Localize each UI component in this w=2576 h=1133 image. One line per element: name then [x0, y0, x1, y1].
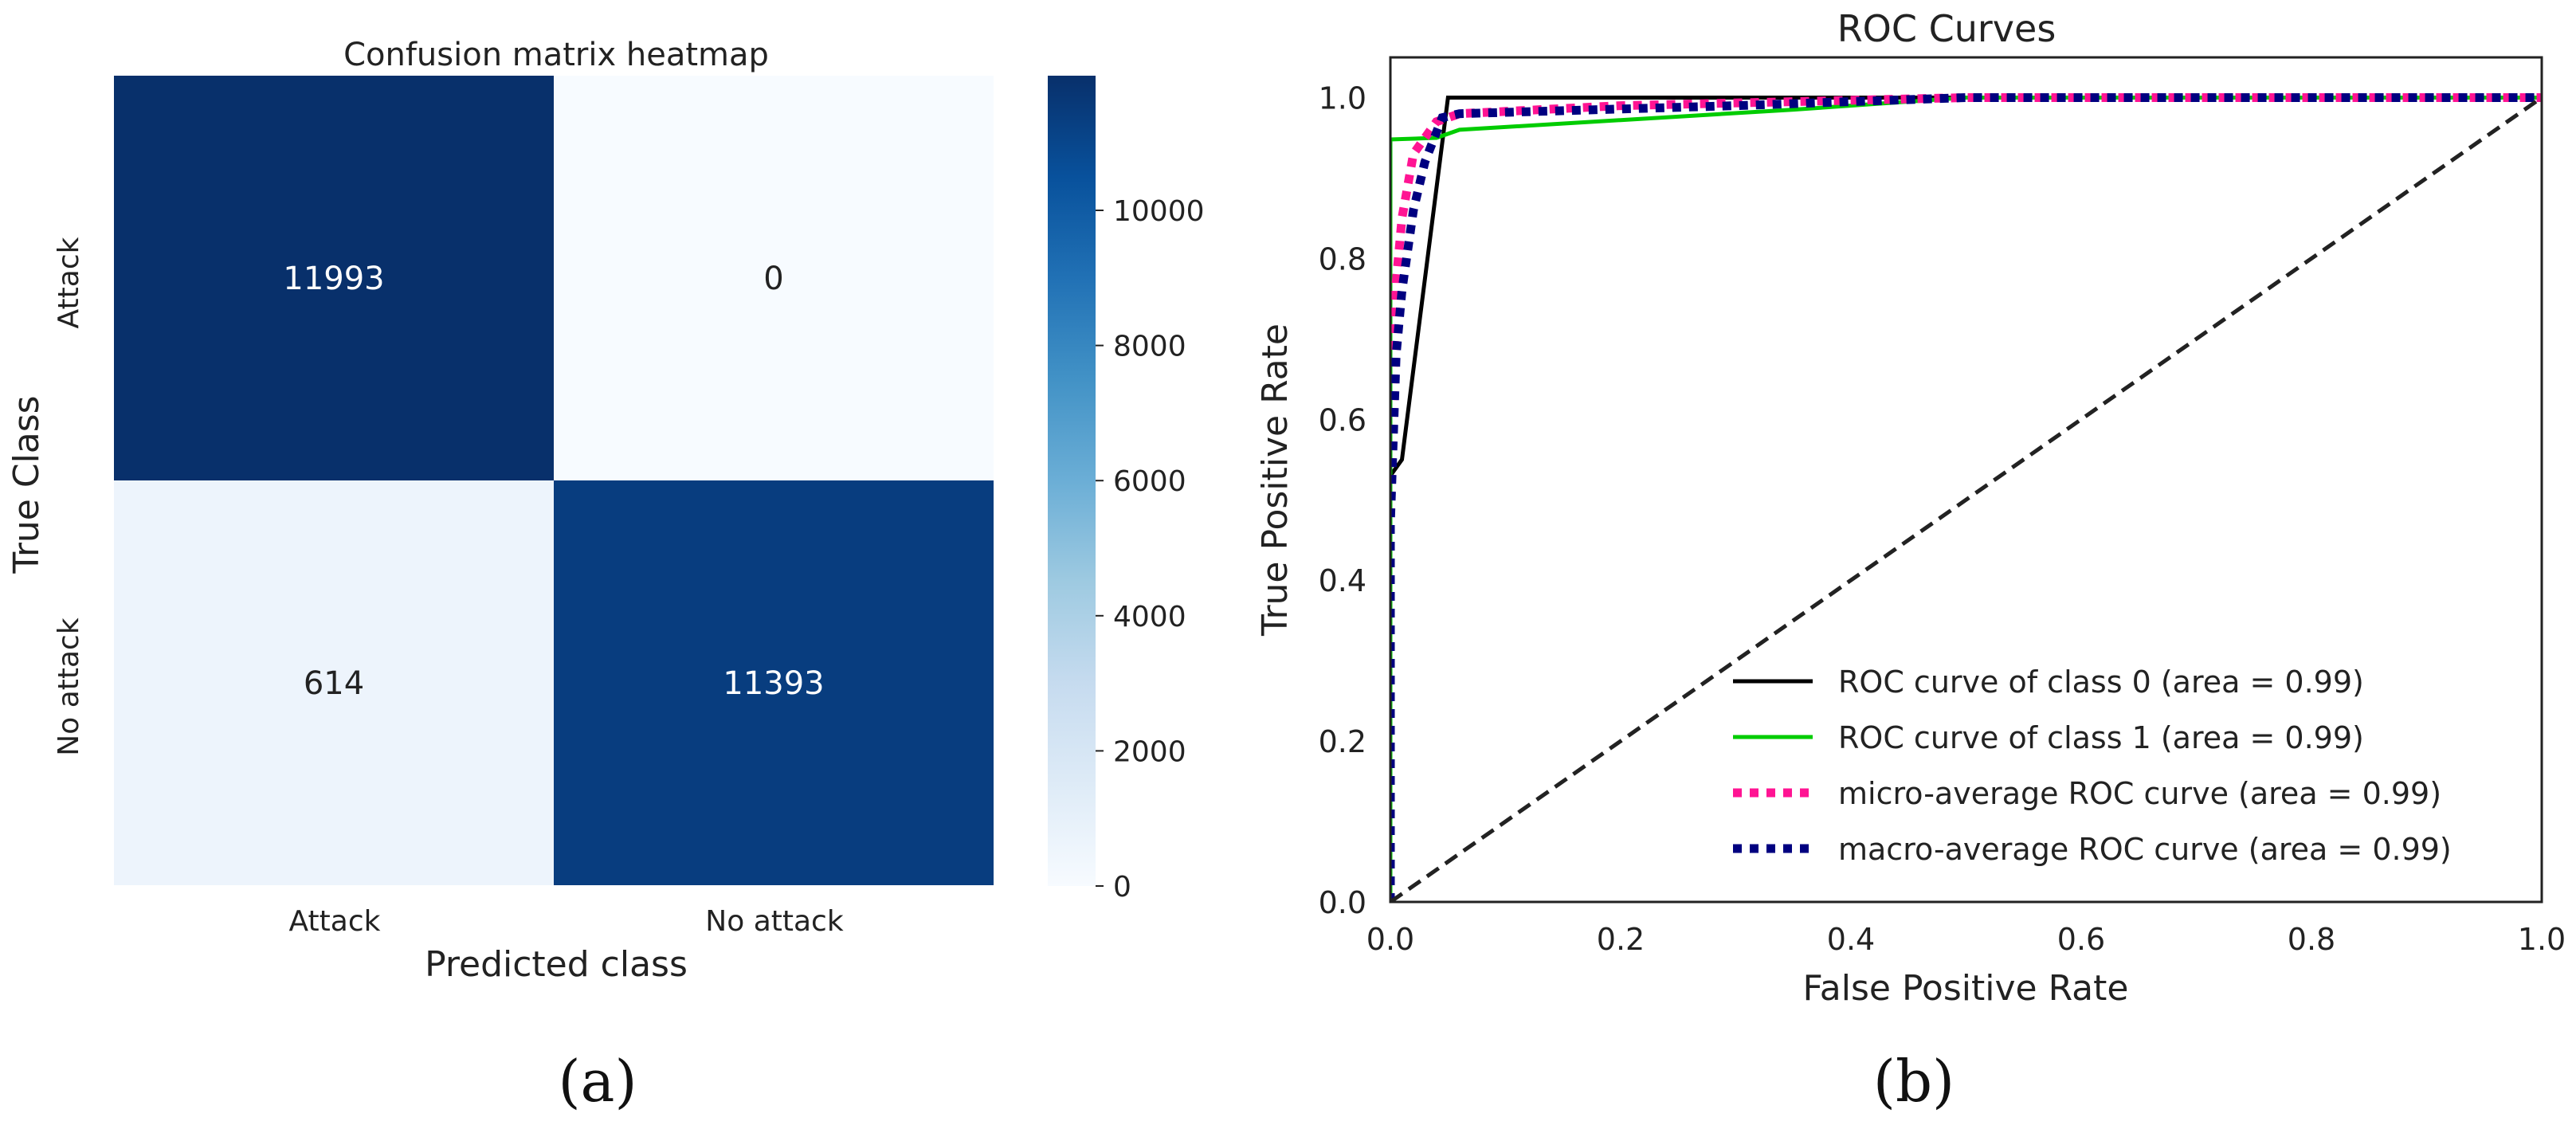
- colorbar-tick-label: 2000: [1113, 735, 1186, 768]
- heatmap-cell-label: 11393: [723, 665, 824, 702]
- roc-xtick-label: 0.0: [1366, 922, 1414, 957]
- panel-label-a: (a): [558, 1048, 637, 1115]
- heatmap-xlabel: Predicted class: [425, 944, 688, 985]
- legend-label: ROC curve of class 0 (area = 0.99): [1838, 665, 2364, 700]
- roc-ytick-label: 0.8: [1319, 241, 1366, 276]
- heatmap-cell-label: 11993: [283, 261, 384, 297]
- heatmap-xtick-no-attack: No attack: [705, 905, 844, 938]
- roc-plot-frame: [1389, 56, 2543, 904]
- roc-series-line-3: [1390, 93, 2542, 902]
- legend-label: ROC curve of class 1 (area = 0.99): [1838, 720, 2364, 755]
- roc-xtick-label: 0.6: [2057, 922, 2105, 957]
- roc-lines: [1390, 93, 2542, 902]
- heatmap-ytick-no-attack: No attack: [53, 617, 85, 756]
- roc-xtick-label: 0.2: [1597, 922, 1645, 957]
- heatmap-xtick-attack: Attack: [289, 905, 381, 938]
- colorbar-tick-label: 4000: [1113, 601, 1186, 633]
- legend-label: micro-average ROC curve (area = 0.99): [1838, 776, 2441, 811]
- legend-label: macro-average ROC curve (area = 0.99): [1838, 832, 2452, 867]
- roc-panel: ROC Curves 0.0 0.2 0.4 0.6 0.8 1.00.00.20.40.…: [1255, 7, 2566, 1115]
- colorbar: [1048, 76, 1096, 886]
- colorbar-tick-label: 8000: [1113, 331, 1186, 363]
- heatmap-cells: 11993 0 614 11393: [114, 76, 994, 885]
- heatmap-title: Confusion matrix heatmap: [343, 37, 769, 73]
- roc-ytick-label: 1.0: [1319, 80, 1366, 116]
- heatmap-cell: [554, 76, 994, 480]
- colorbar-tick-label: 0: [1113, 871, 1131, 904]
- colorbar-ticks: 0 2000 4000 6000 8000 10000: [1096, 195, 1205, 904]
- roc-series-line-4: [1390, 96, 2542, 902]
- roc-ytick-label: 0.2: [1319, 724, 1366, 759]
- heatmap-cell-label: 614: [304, 665, 364, 702]
- colorbar-tick-label: 6000: [1113, 465, 1186, 498]
- roc-xtick-label: 0.4: [1827, 922, 1875, 957]
- roc-legend: ROC curve of class 0 (area = 0.99) ROC cu…: [1733, 665, 2452, 867]
- roc-ylabel: True Positive Rate: [1255, 323, 1296, 637]
- heatmap-cell-label: 0: [763, 261, 783, 297]
- roc-xtick-label: 0.8: [2288, 922, 2335, 957]
- roc-ytick-label: 0.6: [1319, 402, 1366, 437]
- roc-ytick-label: 0.0: [1319, 885, 1366, 920]
- heatmap-cell: [114, 480, 554, 885]
- roc-xtick-label: 1.0: [2518, 922, 2566, 957]
- heatmap-ylabel: True Class: [6, 395, 47, 574]
- roc-series-line-0: [1390, 96, 2542, 902]
- colorbar-tick-label: 10000: [1113, 195, 1205, 228]
- panel-label-b: (b): [1873, 1048, 1955, 1115]
- heatmap-ytick-attack: Attack: [53, 237, 85, 328]
- roc-title: ROC Curves: [1837, 7, 2056, 50]
- roc-xlabel: False Positive Rate: [1803, 968, 2129, 1009]
- roc-ticks: 0.0 0.2 0.4 0.6 0.8 1.0 0.0 0.2 0.4 0.6 0.8 1.0: [1319, 80, 2566, 957]
- heatmap-cell: [114, 76, 554, 480]
- roc-ytick-label: 0.4: [1319, 563, 1366, 598]
- heatmap-cell: [554, 480, 994, 885]
